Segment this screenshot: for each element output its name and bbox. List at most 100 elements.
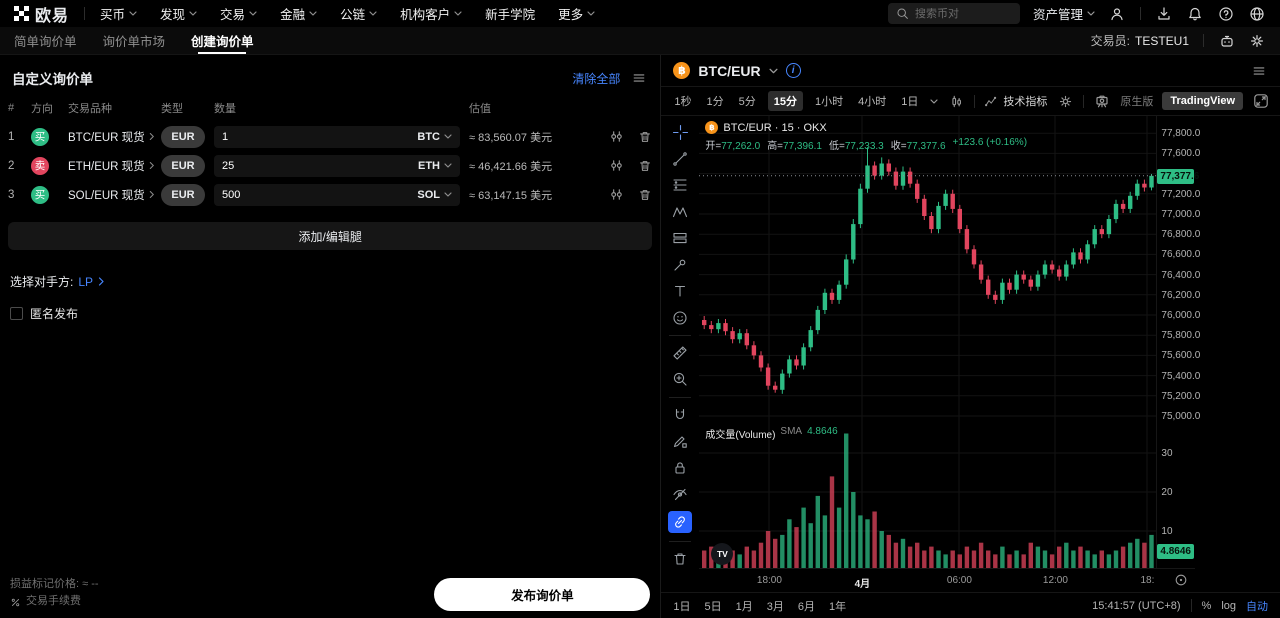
unit-select[interactable]: ETH — [418, 160, 452, 172]
timeframe-1秒[interactable]: 1秒 — [674, 96, 692, 108]
assets-menu[interactable]: 资产管理 — [1033, 4, 1095, 23]
download-icon[interactable] — [1155, 5, 1173, 23]
topnav-item-1[interactable]: 买币 — [100, 4, 137, 23]
amount-input[interactable] — [222, 130, 412, 143]
currency-pill[interactable]: EUR — [161, 183, 205, 206]
range-5日[interactable]: 5日 — [704, 600, 722, 613]
hide-drawings-eye-icon[interactable] — [668, 485, 692, 503]
auto-scale-button[interactable]: 自动 — [1246, 600, 1268, 613]
amount-input[interactable] — [222, 188, 412, 201]
timeframe-5分[interactable]: 5分 — [738, 96, 756, 108]
trash-icon[interactable] — [637, 158, 652, 173]
pattern-tool-icon[interactable] — [668, 202, 692, 220]
instrument-select[interactable]: SOL/EUR 现货 — [68, 187, 158, 203]
publish-rfq-button[interactable]: 发布询价单 — [434, 578, 651, 611]
chevron-down-icon[interactable] — [930, 98, 939, 104]
range-1月[interactable]: 1月 — [735, 600, 753, 613]
clear-all-link[interactable]: 清除全部 — [572, 71, 621, 86]
symbol-name[interactable]: BTC/EUR — [698, 62, 761, 79]
add-edit-legs-button[interactable]: 添加/编辑腿 — [8, 222, 653, 250]
timeframe-1分[interactable]: 1分 — [706, 96, 724, 108]
go-to-realtime-icon[interactable] — [1174, 573, 1188, 587]
chart-settings-gear-icon[interactable] — [1056, 92, 1074, 110]
unit-select[interactable]: SOL — [417, 189, 452, 201]
fib-tool-icon[interactable] — [668, 176, 692, 194]
user-icon[interactable] — [1108, 5, 1126, 23]
delete-drawings-trash-icon[interactable] — [668, 550, 692, 568]
chart-svg[interactable] — [699, 116, 1157, 568]
topnav-item-3[interactable]: 交易 — [220, 4, 257, 23]
topnav-item-5[interactable]: 公链 — [340, 4, 377, 23]
indicators-button[interactable]: 技术指标 — [984, 93, 1047, 109]
native-version-toggle[interactable]: 原生版 — [1120, 96, 1154, 108]
amount-field[interactable]: BTC — [214, 125, 460, 148]
time-axis[interactable]: 18:00 4月 06:00 12:00 18: — [699, 568, 1196, 592]
topnav-item-8[interactable]: 更多 — [558, 4, 595, 23]
candlestick-chart[interactable]: ฿ BTC/EUR · 15 · OKX 开=77,262.0 高=77,396.… — [699, 116, 1157, 568]
trash-icon[interactable] — [637, 129, 652, 144]
lock-all-drawings-icon[interactable] — [668, 458, 692, 476]
topnav-item-7[interactable]: 新手学院 — [485, 8, 536, 22]
swap-icon[interactable] — [609, 158, 624, 173]
range-1年[interactable]: 1年 — [829, 600, 847, 613]
candle-style-icon[interactable] — [947, 92, 965, 110]
timeframe-4小时[interactable]: 4小时 — [858, 96, 887, 108]
drawing-mode-lock-icon[interactable] — [668, 432, 692, 450]
amount-field[interactable]: ETH — [214, 154, 460, 177]
tab-1[interactable]: 简单询价单 — [14, 35, 77, 49]
currency-pill[interactable]: EUR — [161, 154, 205, 177]
unit-select[interactable]: BTC — [417, 131, 452, 143]
trendline-tool-icon[interactable] — [668, 149, 692, 167]
crosshair-tool-icon[interactable] — [668, 123, 692, 141]
timeframe-1日[interactable]: 1日 — [901, 96, 919, 108]
bot-icon[interactable] — [1218, 32, 1236, 50]
brush-tool-icon[interactable] — [668, 255, 692, 273]
info-icon[interactable]: i — [785, 63, 801, 78]
magnet-tool-icon[interactable] — [668, 406, 692, 424]
instrument-select[interactable]: BTC/EUR 现货 — [68, 129, 158, 145]
search-box[interactable] — [887, 3, 1020, 24]
search-input[interactable] — [914, 7, 1007, 20]
anonymous-checkbox[interactable] — [10, 307, 23, 320]
screenshot-camera-icon[interactable] — [1093, 92, 1111, 110]
tradingview-toggle[interactable]: TradingView — [1162, 92, 1243, 110]
swap-icon[interactable] — [609, 187, 624, 202]
panel-menu-icon[interactable] — [630, 69, 648, 87]
currency-pill[interactable]: EUR — [161, 125, 205, 148]
counterparty-value[interactable]: LP — [78, 274, 94, 289]
ruler-tool-icon[interactable] — [668, 344, 692, 362]
chevron-right-icon[interactable] — [98, 277, 105, 286]
tab-3[interactable]: 创建询价单 — [191, 27, 254, 54]
timeframe-1小时[interactable]: 1小时 — [815, 96, 844, 108]
brand-name[interactable]: 欧易 — [35, 7, 70, 25]
trash-icon[interactable] — [637, 187, 652, 202]
price-axis[interactable]: 77,800.0 77,600.0 77,200.0 77,000.0 76,800.0… — [1156, 116, 1200, 568]
amount-field[interactable]: SOL — [214, 183, 460, 206]
settings-gear-icon[interactable] — [1248, 32, 1266, 50]
range-1日[interactable]: 1日 — [673, 600, 691, 613]
log-scale-button[interactable]: log — [1221, 599, 1236, 612]
help-icon[interactable] — [1217, 5, 1235, 23]
zoom-in-tool-icon[interactable] — [668, 370, 692, 388]
chevron-down-icon[interactable] — [769, 68, 778, 74]
text-tool-icon[interactable] — [668, 282, 692, 300]
range-6月[interactable]: 6月 — [797, 600, 816, 613]
sync-drawings-link-icon[interactable] — [668, 511, 693, 533]
swap-icon[interactable] — [609, 129, 624, 144]
tab-2[interactable]: 询价单市场 — [102, 35, 166, 49]
percent-scale-button[interactable]: % — [1201, 599, 1212, 612]
topnav-item-6[interactable]: 机构客户 — [400, 4, 462, 23]
topnav-item-4[interactable]: 金融 — [280, 4, 317, 23]
clock[interactable]: 15:41:57 (UTC+8) — [1092, 599, 1181, 612]
tradingview-logo[interactable]: TV — [711, 543, 734, 565]
timeframe-15分[interactable]: 15分 — [767, 91, 804, 111]
range-3月[interactable]: 3月 — [766, 600, 784, 613]
amount-input[interactable] — [222, 159, 412, 172]
position-tool-icon[interactable] — [668, 229, 692, 247]
bell-icon[interactable] — [1186, 5, 1204, 23]
fullscreen-icon[interactable] — [1252, 92, 1270, 110]
chart-list-icon[interactable] — [1250, 62, 1268, 80]
globe-icon[interactable] — [1248, 5, 1266, 23]
topnav-item-2[interactable]: 发现 — [160, 4, 197, 23]
emoji-tool-icon[interactable] — [668, 308, 692, 326]
